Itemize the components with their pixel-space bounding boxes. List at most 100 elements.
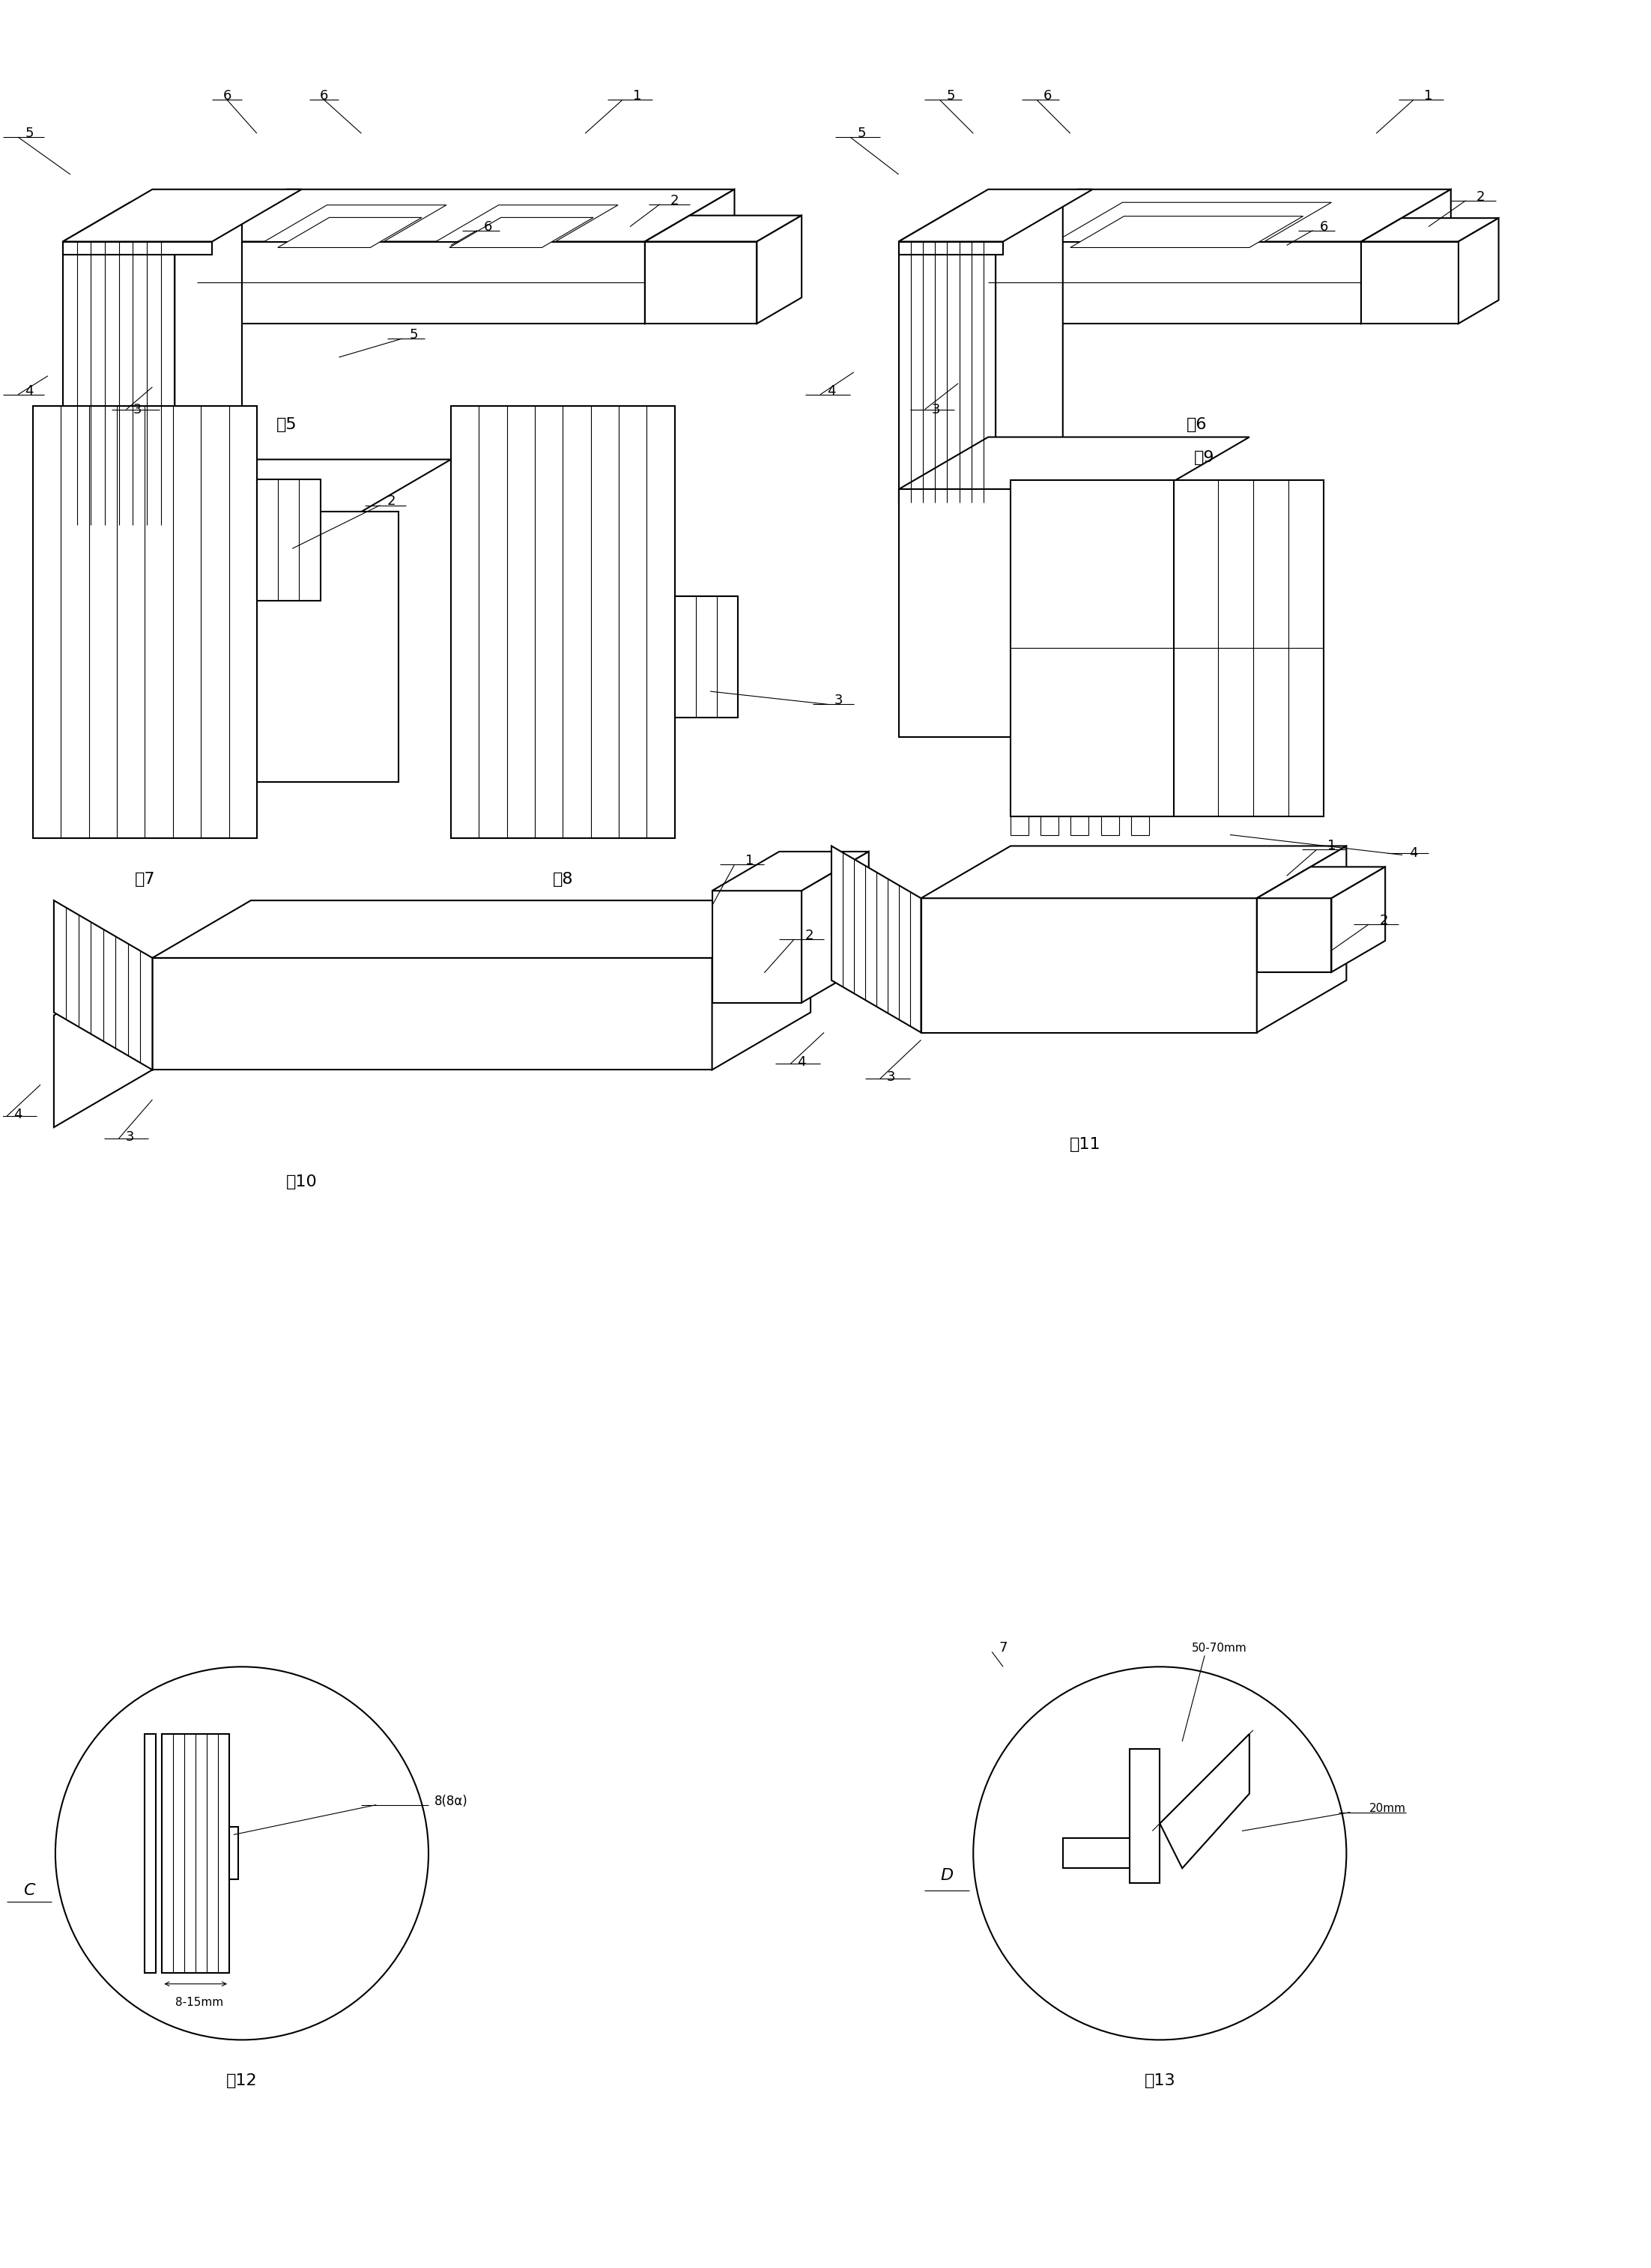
Text: 图10: 图10 — [286, 1175, 317, 1188]
Polygon shape — [1040, 816, 1058, 835]
Polygon shape — [1055, 202, 1331, 243]
Polygon shape — [1159, 1735, 1250, 1869]
Polygon shape — [63, 243, 211, 254]
Text: 图9: 图9 — [1194, 451, 1215, 465]
Polygon shape — [451, 406, 675, 839]
Polygon shape — [175, 202, 243, 526]
Polygon shape — [898, 202, 1063, 243]
Polygon shape — [1256, 898, 1331, 973]
Polygon shape — [63, 202, 243, 243]
Text: D: D — [941, 1869, 954, 1882]
Polygon shape — [264, 204, 446, 243]
Text: 4: 4 — [25, 383, 33, 397]
Text: 1: 1 — [745, 855, 753, 869]
Text: 2: 2 — [670, 193, 679, 206]
Polygon shape — [1063, 1839, 1138, 1869]
Polygon shape — [802, 850, 868, 1002]
Polygon shape — [258, 479, 320, 601]
Text: 4: 4 — [1410, 846, 1418, 860]
Text: 图8: 图8 — [553, 873, 573, 887]
Text: 6: 6 — [223, 88, 231, 102]
Text: 3: 3 — [931, 404, 941, 417]
Text: 2: 2 — [386, 494, 396, 508]
Polygon shape — [898, 243, 996, 503]
Text: 4: 4 — [797, 1055, 806, 1068]
Text: 6: 6 — [1319, 220, 1329, 234]
Text: 5: 5 — [857, 127, 865, 141]
Text: 3: 3 — [134, 404, 142, 417]
Text: 7: 7 — [999, 1642, 1007, 1656]
Polygon shape — [1070, 215, 1303, 247]
Text: 图6: 图6 — [1187, 417, 1207, 431]
Polygon shape — [196, 188, 735, 243]
Polygon shape — [989, 243, 1362, 324]
Polygon shape — [1362, 243, 1458, 324]
Polygon shape — [1256, 866, 1385, 898]
Polygon shape — [63, 513, 362, 526]
Polygon shape — [898, 188, 1093, 243]
Polygon shape — [989, 188, 1451, 243]
Text: 2: 2 — [1379, 914, 1388, 928]
Text: 3: 3 — [887, 1070, 895, 1084]
Text: 5: 5 — [409, 329, 418, 342]
Polygon shape — [145, 1735, 157, 1973]
Polygon shape — [712, 850, 868, 891]
Polygon shape — [152, 957, 712, 1070]
Text: 1: 1 — [634, 88, 642, 102]
Polygon shape — [832, 846, 921, 1032]
Polygon shape — [712, 891, 802, 1002]
Polygon shape — [1101, 816, 1119, 835]
Text: 6: 6 — [484, 220, 492, 234]
Polygon shape — [1129, 1749, 1159, 1882]
Text: 3: 3 — [835, 694, 844, 708]
Polygon shape — [898, 243, 1004, 254]
Polygon shape — [436, 204, 617, 243]
Text: 2: 2 — [804, 930, 814, 941]
Polygon shape — [921, 846, 1346, 898]
Text: 20mm: 20mm — [1369, 1803, 1405, 1814]
Polygon shape — [712, 900, 811, 1070]
Text: C: C — [23, 1882, 35, 1898]
Polygon shape — [162, 1735, 229, 1973]
Polygon shape — [675, 596, 738, 717]
Polygon shape — [1362, 188, 1451, 324]
Polygon shape — [756, 215, 802, 324]
Polygon shape — [996, 202, 1063, 503]
Polygon shape — [1256, 846, 1346, 1032]
Polygon shape — [898, 438, 1250, 490]
Polygon shape — [898, 490, 1159, 503]
Text: 5: 5 — [25, 127, 33, 141]
Polygon shape — [63, 188, 302, 243]
Polygon shape — [1458, 218, 1499, 324]
Text: 1: 1 — [1425, 88, 1433, 102]
Text: 图12: 图12 — [226, 2073, 258, 2089]
Polygon shape — [646, 215, 802, 243]
Text: 5: 5 — [946, 88, 956, 102]
Text: 图7: 图7 — [135, 873, 155, 887]
Text: 图11: 图11 — [1070, 1136, 1101, 1152]
Text: 4: 4 — [13, 1107, 23, 1120]
Text: 4: 4 — [827, 383, 835, 397]
Polygon shape — [54, 900, 152, 1070]
Text: 8(8α): 8(8α) — [434, 1794, 467, 1808]
Text: 50-70mm: 50-70mm — [1192, 1642, 1247, 1653]
Polygon shape — [646, 188, 735, 324]
Polygon shape — [898, 490, 1190, 737]
Polygon shape — [229, 1828, 238, 1880]
Polygon shape — [277, 218, 421, 247]
Polygon shape — [1362, 218, 1499, 243]
Text: 1: 1 — [1327, 839, 1336, 853]
Polygon shape — [1010, 481, 1324, 816]
Polygon shape — [152, 900, 811, 957]
Text: 6: 6 — [1043, 88, 1052, 102]
Polygon shape — [63, 460, 451, 513]
Polygon shape — [1010, 816, 1029, 835]
Text: 3: 3 — [125, 1129, 134, 1143]
Polygon shape — [63, 513, 398, 782]
Polygon shape — [196, 243, 646, 324]
Polygon shape — [1071, 816, 1088, 835]
Text: 8-15mm: 8-15mm — [175, 1996, 223, 2007]
Text: 图5: 图5 — [276, 417, 297, 431]
Polygon shape — [63, 243, 175, 526]
Polygon shape — [646, 243, 756, 324]
